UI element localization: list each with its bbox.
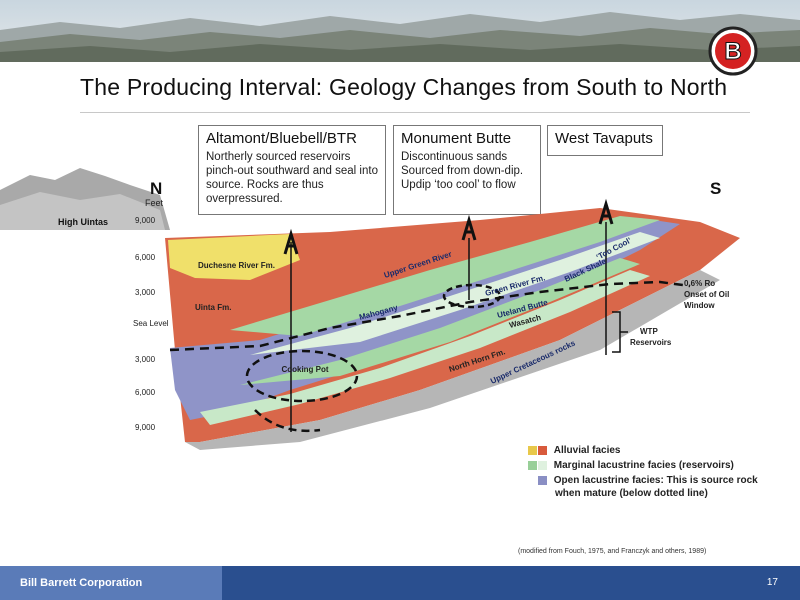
label-cooking-pot: Cooking Pot bbox=[281, 365, 328, 374]
legend-swatch bbox=[528, 460, 537, 470]
legend-label: Alluvial facies bbox=[553, 445, 621, 456]
oil-window-line bbox=[169, 280, 691, 352]
geologic-cross-section: N S Feet High Uintas 9,000 6,000 3,000 S… bbox=[0, 168, 740, 450]
depth-tick: 3,000 bbox=[135, 355, 156, 364]
legend-swatch bbox=[538, 445, 547, 455]
high-uintas-label: High Uintas bbox=[58, 217, 108, 227]
depth-tick: 9,000 bbox=[135, 423, 156, 432]
callout-altamont-title: Altamont/Bluebell/BTR bbox=[206, 130, 357, 147]
depth-tick-sea-level: Sea Level bbox=[133, 319, 169, 328]
legend-item-marginal: Marginal lacustrine facies (reservoirs) bbox=[528, 460, 734, 471]
wtp-annotation-1: WTP bbox=[640, 327, 658, 336]
legend-item-open: Open lacustrine facies: This is source r… bbox=[528, 475, 758, 486]
depth-tick: 9,000 bbox=[135, 216, 156, 225]
callout-altamont: Altamont/Bluebell/BTR Northerly sourced … bbox=[198, 125, 386, 215]
depth-tick: 6,000 bbox=[135, 253, 156, 262]
oil-window-annotation-2: Onset of Oil bbox=[684, 290, 729, 299]
feet-label: Feet bbox=[145, 198, 164, 208]
legend-swatch bbox=[538, 460, 547, 470]
depth-tick: 3,000 bbox=[135, 288, 156, 297]
label-uinta: Uinta Fm. bbox=[195, 303, 231, 312]
oil-window-annotation-1: 0.6% Ro bbox=[684, 279, 715, 288]
logo-letter: B bbox=[724, 38, 741, 65]
legend-label: Marginal lacustrine facies (reservoirs) bbox=[553, 460, 734, 471]
callout-monument-butte-body: Discontinuous sands Sourced from down-di… bbox=[401, 151, 524, 191]
footer-company-name: Bill Barrett Corporation bbox=[20, 577, 143, 589]
monument-butte-derrick-icon bbox=[461, 214, 477, 241]
callout-altamont-body: Northerly sourced reservoirs pinch-out s… bbox=[206, 151, 378, 205]
oil-window-annotation-3: Window bbox=[684, 301, 715, 310]
callout-west-tavaputs: West Tavaputs bbox=[547, 125, 663, 156]
legend-swatch bbox=[528, 445, 537, 455]
wtp-annotation-2: Reservoirs bbox=[630, 338, 672, 347]
legend-swatch bbox=[538, 475, 547, 485]
duchesne-river-formation bbox=[168, 234, 300, 280]
monument-butte-outline bbox=[442, 283, 502, 309]
footer-bar: Bill Barrett Corporation 17 bbox=[0, 566, 800, 600]
north-label: N bbox=[150, 179, 162, 198]
company-logo: B bbox=[708, 26, 758, 76]
label-duchesne: Duchesne River Fm. bbox=[198, 261, 275, 270]
footer-left-panel: Bill Barrett Corporation bbox=[0, 566, 222, 600]
citation: (modified from Fouch, 1975, and Franczyk… bbox=[518, 548, 707, 555]
page-number: 17 bbox=[766, 577, 778, 588]
marginal-lacustrine-band-1 bbox=[230, 216, 660, 336]
depth-tick: 6,000 bbox=[135, 388, 156, 397]
title-divider bbox=[80, 112, 750, 113]
basement-rocks bbox=[185, 270, 720, 450]
south-label: S bbox=[710, 179, 721, 198]
callout-monument-butte-title: Monument Butte bbox=[401, 130, 512, 147]
deep-outline-dash bbox=[254, 409, 321, 432]
callout-monument-butte: Monument Butte Discontinuous sands Sourc… bbox=[393, 125, 541, 215]
mountain-banner-image bbox=[0, 0, 800, 62]
marginal-lacustrine-band-3 bbox=[240, 258, 640, 385]
marginal-lacustrine-band-2 bbox=[250, 232, 660, 355]
callout-west-tavaputs-title: West Tavaputs bbox=[555, 130, 653, 147]
wtp-bracket bbox=[612, 311, 628, 353]
legend-swatch bbox=[528, 475, 537, 485]
cooking-pot-outline bbox=[245, 349, 359, 403]
west-tavaputs-derrick-icon bbox=[598, 198, 614, 225]
legend-label: Open lacustrine facies: This is source r… bbox=[553, 475, 758, 486]
altamont-derrick-icon bbox=[283, 228, 299, 255]
legend-label-continued: when mature (below dotted line) bbox=[555, 488, 708, 499]
legend-item-alluvial: Alluvial facies bbox=[528, 445, 620, 456]
page-title: The Producing Interval: Geology Changes … bbox=[80, 74, 728, 100]
